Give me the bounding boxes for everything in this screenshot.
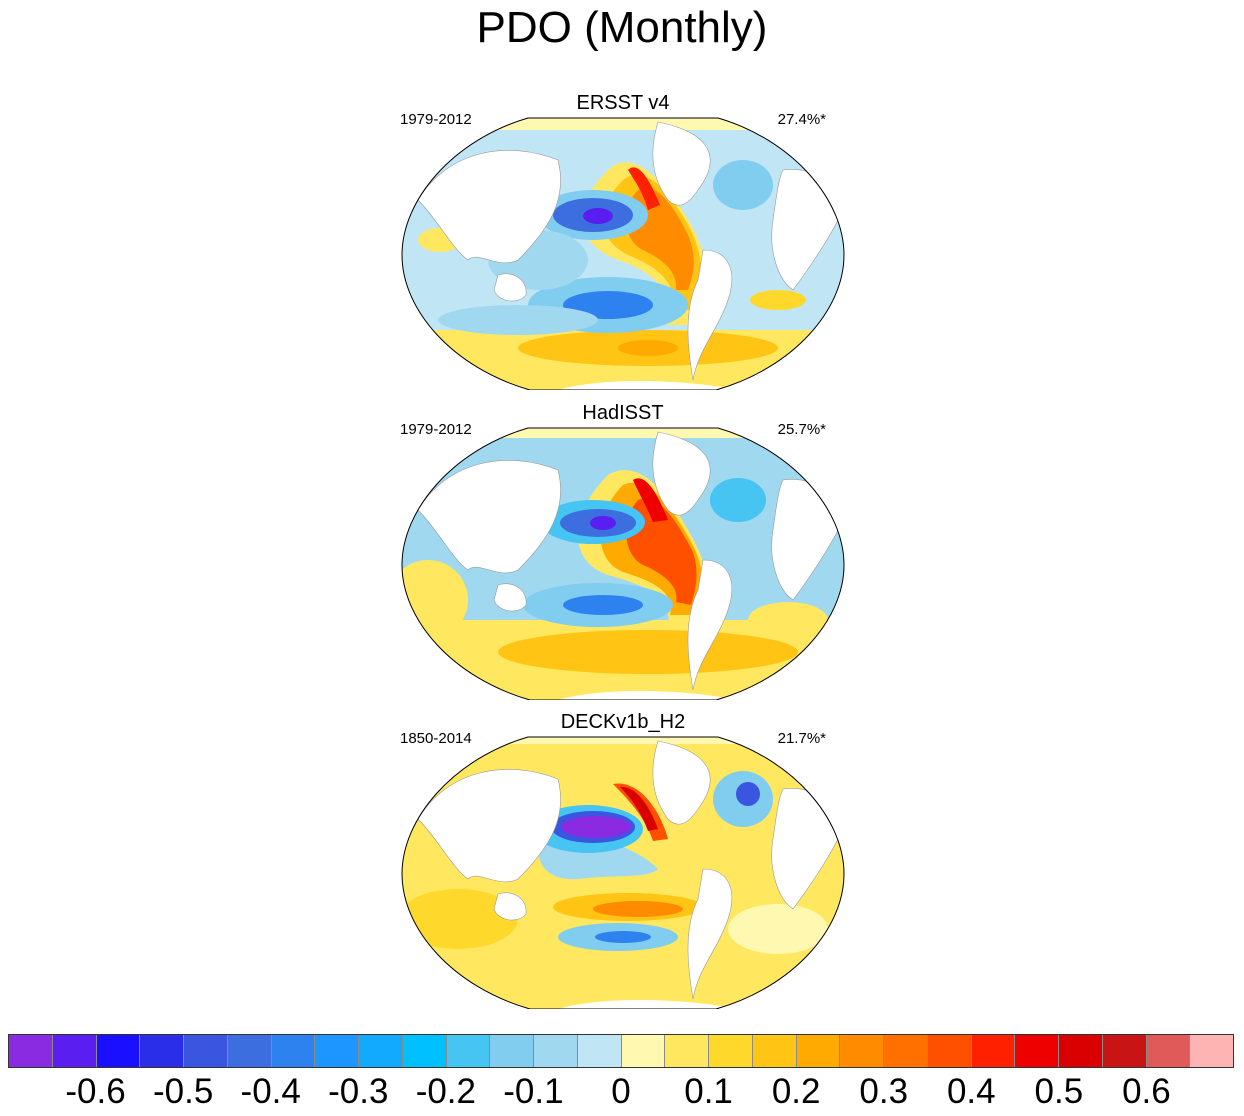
- map-panel-deckv1b: DECKv1b_H2 1850-2014 21.7%*: [398, 711, 848, 1011]
- panel-variance: 21.7%*: [777, 730, 826, 747]
- colorbar-swatch: [184, 1035, 228, 1067]
- colorbar-tick-label: 0.1: [684, 1072, 733, 1111]
- panel-title: ERSST v4: [576, 92, 670, 114]
- colorbar-swatch: [796, 1035, 841, 1067]
- colorbar-swatch: [971, 1035, 1016, 1067]
- panel-variance: 27.4%*: [777, 111, 826, 128]
- colorbar-swatch: [227, 1035, 272, 1067]
- panel-period: 1979-2012: [400, 111, 472, 128]
- colorbar-swatch: [709, 1035, 753, 1067]
- colorbar-tick-label: -0.4: [240, 1072, 301, 1111]
- world-map-hadisst: [401, 427, 845, 700]
- colorbar-swatch: [140, 1035, 184, 1067]
- colorbar-swatch: [359, 1035, 403, 1067]
- colorbar-tick-label: 0.4: [946, 1072, 996, 1111]
- map-panel-ersst: ERSST v4 1979-2012 27.4%*: [398, 92, 848, 392]
- colorbar-swatch: [840, 1035, 884, 1067]
- colorbar-swatch: [577, 1035, 622, 1067]
- panel-title: DECKv1b_H2: [560, 711, 686, 733]
- world-map-deckv1b: [401, 736, 845, 1009]
- colorbar-swatch: [621, 1035, 666, 1067]
- panel-title: HadISST: [582, 402, 664, 424]
- colorbar-tick-label: 0: [611, 1072, 631, 1111]
- colorbar-swatch: [402, 1035, 447, 1067]
- colorbar-tick-label: -0.1: [503, 1072, 564, 1111]
- colorbar-swatch: [446, 1035, 491, 1067]
- world-map-ersst: [401, 117, 845, 390]
- map-panel-hadisst: HadISST 1979-2012 25.7%*: [398, 402, 848, 702]
- colorbar-swatch: [1190, 1035, 1233, 1067]
- colorbar-swatch: [271, 1035, 316, 1067]
- colorbar-swatch: [52, 1035, 97, 1067]
- colorbar-swatch: [315, 1035, 359, 1067]
- colorbar-tick-label: -0.6: [65, 1072, 126, 1111]
- panel-variance: 25.7%*: [777, 421, 826, 438]
- colorbar-swatch: [1059, 1035, 1103, 1067]
- colorbar-swatch: [9, 1035, 53, 1067]
- colorbar-tick-label: -0.2: [415, 1072, 476, 1111]
- colorbar-swatch: [534, 1035, 578, 1067]
- colorbar-tick-label: 0.5: [1034, 1072, 1084, 1111]
- panel-period: 1979-2012: [400, 421, 472, 438]
- colorbar-tick-label: 0.6: [1122, 1072, 1171, 1111]
- colorbar-tick-label: 0.3: [859, 1072, 909, 1111]
- figure-title: PDO (Monthly): [476, 3, 768, 52]
- panel-period: 1850-2014: [400, 730, 472, 747]
- colorbar-tick-label: 0.2: [771, 1072, 821, 1111]
- colorbar-tick-label: -0.3: [328, 1072, 389, 1111]
- colorbar-swatch: [96, 1035, 141, 1067]
- colorbar-tick-label: -0.5: [152, 1072, 214, 1111]
- colorbar: [8, 1034, 1234, 1068]
- colorbar-swatch: [1102, 1035, 1147, 1067]
- colorbar-swatch: [1146, 1035, 1191, 1067]
- colorbar-swatch: [752, 1035, 797, 1067]
- colorbar-swatch: [927, 1035, 972, 1067]
- colorbar-swatch: [490, 1035, 534, 1067]
- colorbar-swatch: [1015, 1035, 1059, 1067]
- colorbar-swatch: [665, 1035, 709, 1067]
- colorbar-swatch: [884, 1035, 928, 1067]
